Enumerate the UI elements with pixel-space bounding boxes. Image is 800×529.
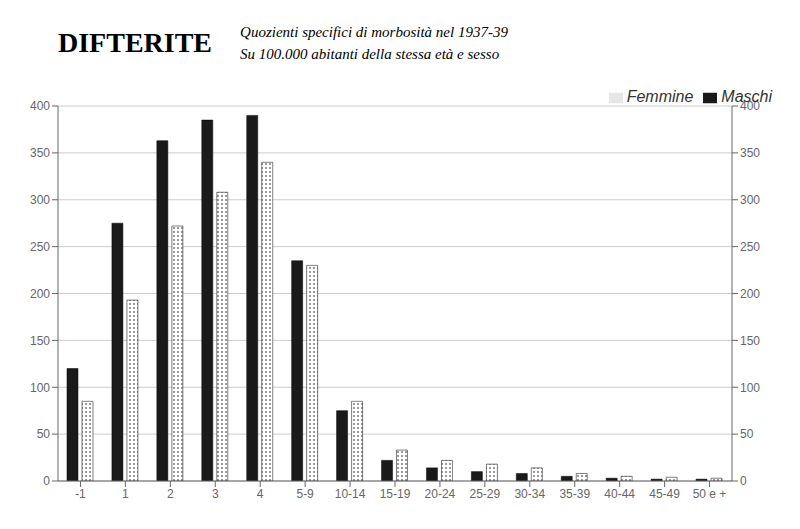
svg-text:0: 0 [740,474,747,488]
svg-text:20-24: 20-24 [425,487,456,501]
svg-text:150: 150 [30,334,50,348]
svg-text:1: 1 [122,487,129,501]
svg-text:40-44: 40-44 [604,487,635,501]
svg-text:-1: -1 [75,487,86,501]
svg-text:3: 3 [212,487,219,501]
svg-text:5-9: 5-9 [296,487,314,501]
svg-text:100: 100 [740,381,760,395]
svg-text:50: 50 [37,427,51,441]
svg-text:50: 50 [740,427,754,441]
svg-text:250: 250 [30,240,50,254]
svg-text:10-14: 10-14 [335,487,366,501]
svg-text:300: 300 [30,193,50,207]
svg-text:150: 150 [740,334,760,348]
svg-text:400: 400 [740,99,760,113]
svg-text:4: 4 [257,487,264,501]
svg-text:30-34: 30-34 [514,487,545,501]
svg-text:200: 200 [740,287,760,301]
svg-text:300: 300 [740,193,760,207]
svg-text:35-39: 35-39 [559,487,590,501]
svg-text:50 e +: 50 e + [693,487,727,501]
svg-text:350: 350 [740,146,760,160]
svg-text:45-49: 45-49 [649,487,680,501]
svg-text:0: 0 [43,474,50,488]
svg-text:250: 250 [740,240,760,254]
svg-text:2: 2 [167,487,174,501]
svg-text:400: 400 [30,99,50,113]
svg-text:25-29: 25-29 [470,487,501,501]
svg-text:350: 350 [30,146,50,160]
svg-text:100: 100 [30,381,50,395]
svg-text:15-19: 15-19 [380,487,411,501]
svg-text:200: 200 [30,287,50,301]
